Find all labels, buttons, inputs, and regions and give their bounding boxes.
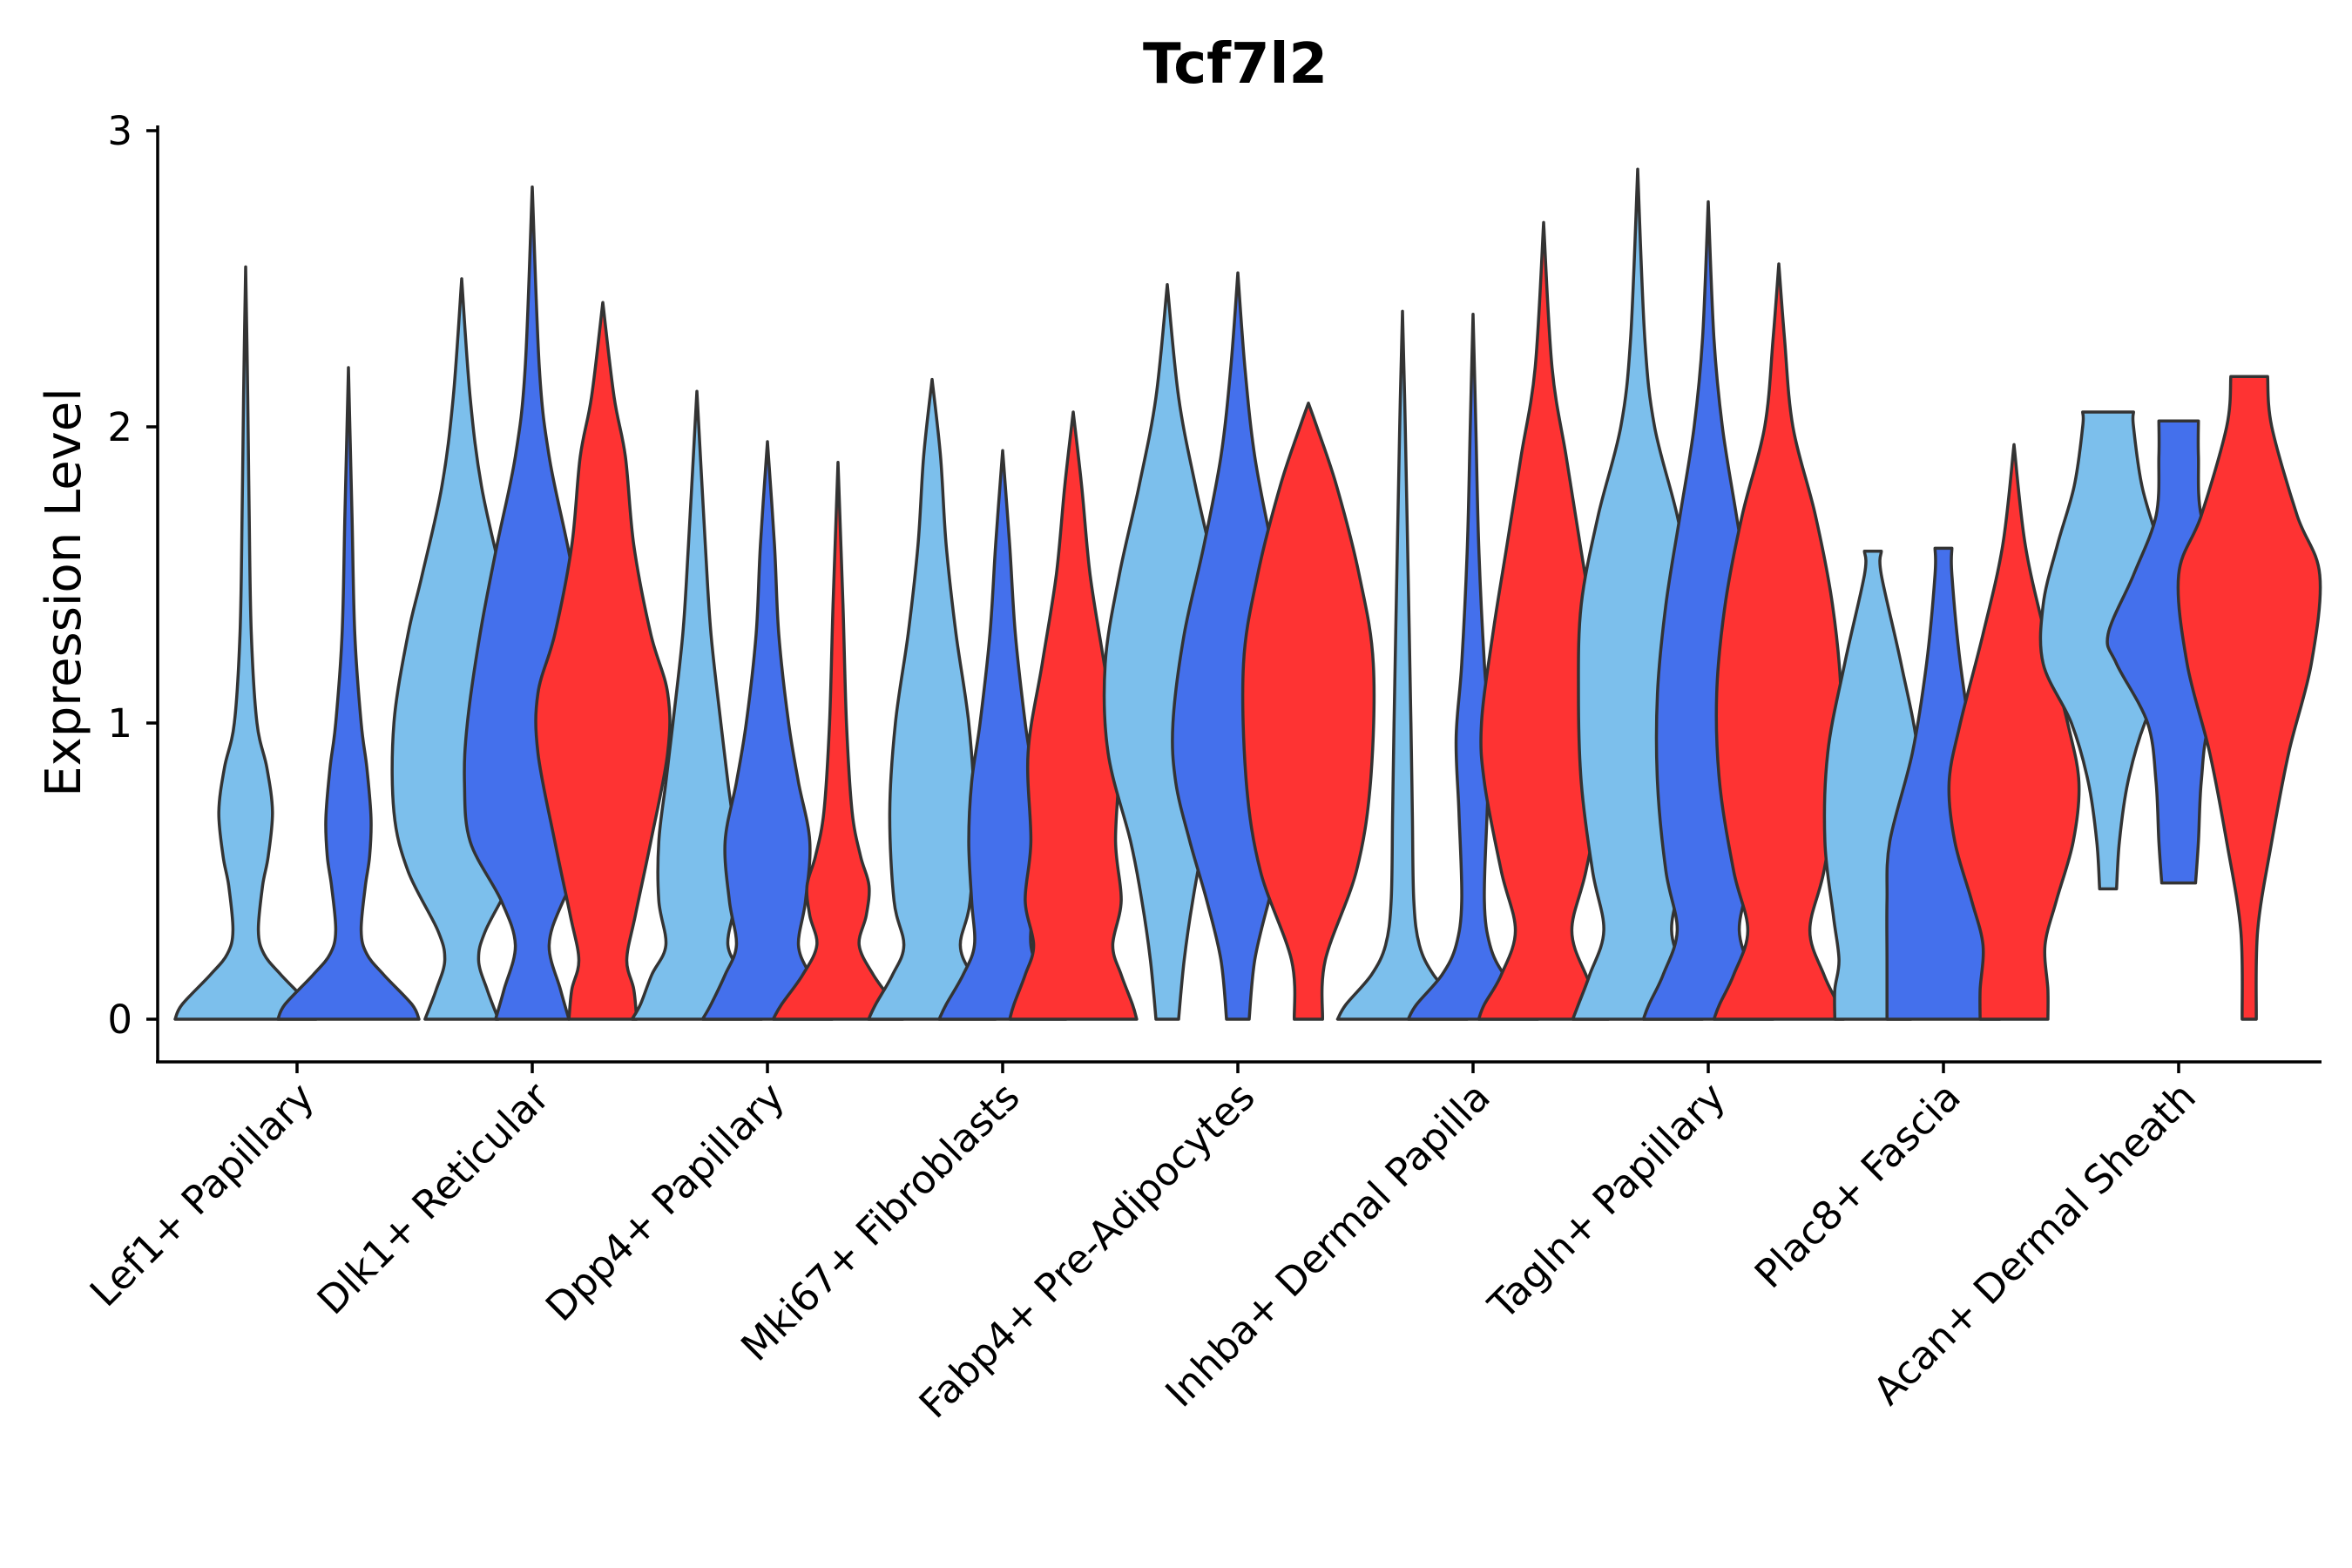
- y-ticks: 0 1 2 3: [107, 108, 158, 1043]
- y-tick-label: 1: [107, 700, 132, 747]
- violin-lef1-papillary-1: [173, 265, 318, 1021]
- y-tick-label: 0: [107, 997, 132, 1043]
- violin-inhba-dermal-papilla-2: [1406, 313, 1540, 1021]
- y-tick-label: 2: [107, 404, 132, 450]
- violin-fabp4-pre-adipocytes-3: [1240, 402, 1376, 1021]
- violin-dpp4-papillary-2: [700, 440, 835, 1021]
- chart-title: Tcf7l2: [1143, 32, 1328, 97]
- violin-inhba-dermal-papilla-1: [1335, 309, 1470, 1021]
- violin-acan-dermal-sheath-3: [2176, 375, 2322, 1021]
- violin-dpp4-papillary-3: [771, 461, 905, 1021]
- violin-plac8-fascia-3: [1947, 443, 2081, 1021]
- violin-mki67-fibroblasts-3: [1008, 410, 1139, 1021]
- x-tick-label: Plac8+ Fascia: [1746, 1073, 1970, 1297]
- violin-group: [173, 167, 2322, 1021]
- x-tick-label: Lef1+ Papillary: [81, 1073, 323, 1315]
- y-tick-label: 3: [107, 108, 132, 154]
- x-tick-label: Dlk1+ Reticular: [308, 1073, 558, 1323]
- y-axis-label: Expression Level: [36, 388, 92, 797]
- violin-lef1-papillary-2: [276, 366, 421, 1021]
- x-tick-label: Tagln+ Papillary: [1479, 1073, 1734, 1328]
- violin-dlk1-reticular-3: [534, 301, 672, 1021]
- x-tick-label: Dpp4+ Papillary: [537, 1073, 794, 1330]
